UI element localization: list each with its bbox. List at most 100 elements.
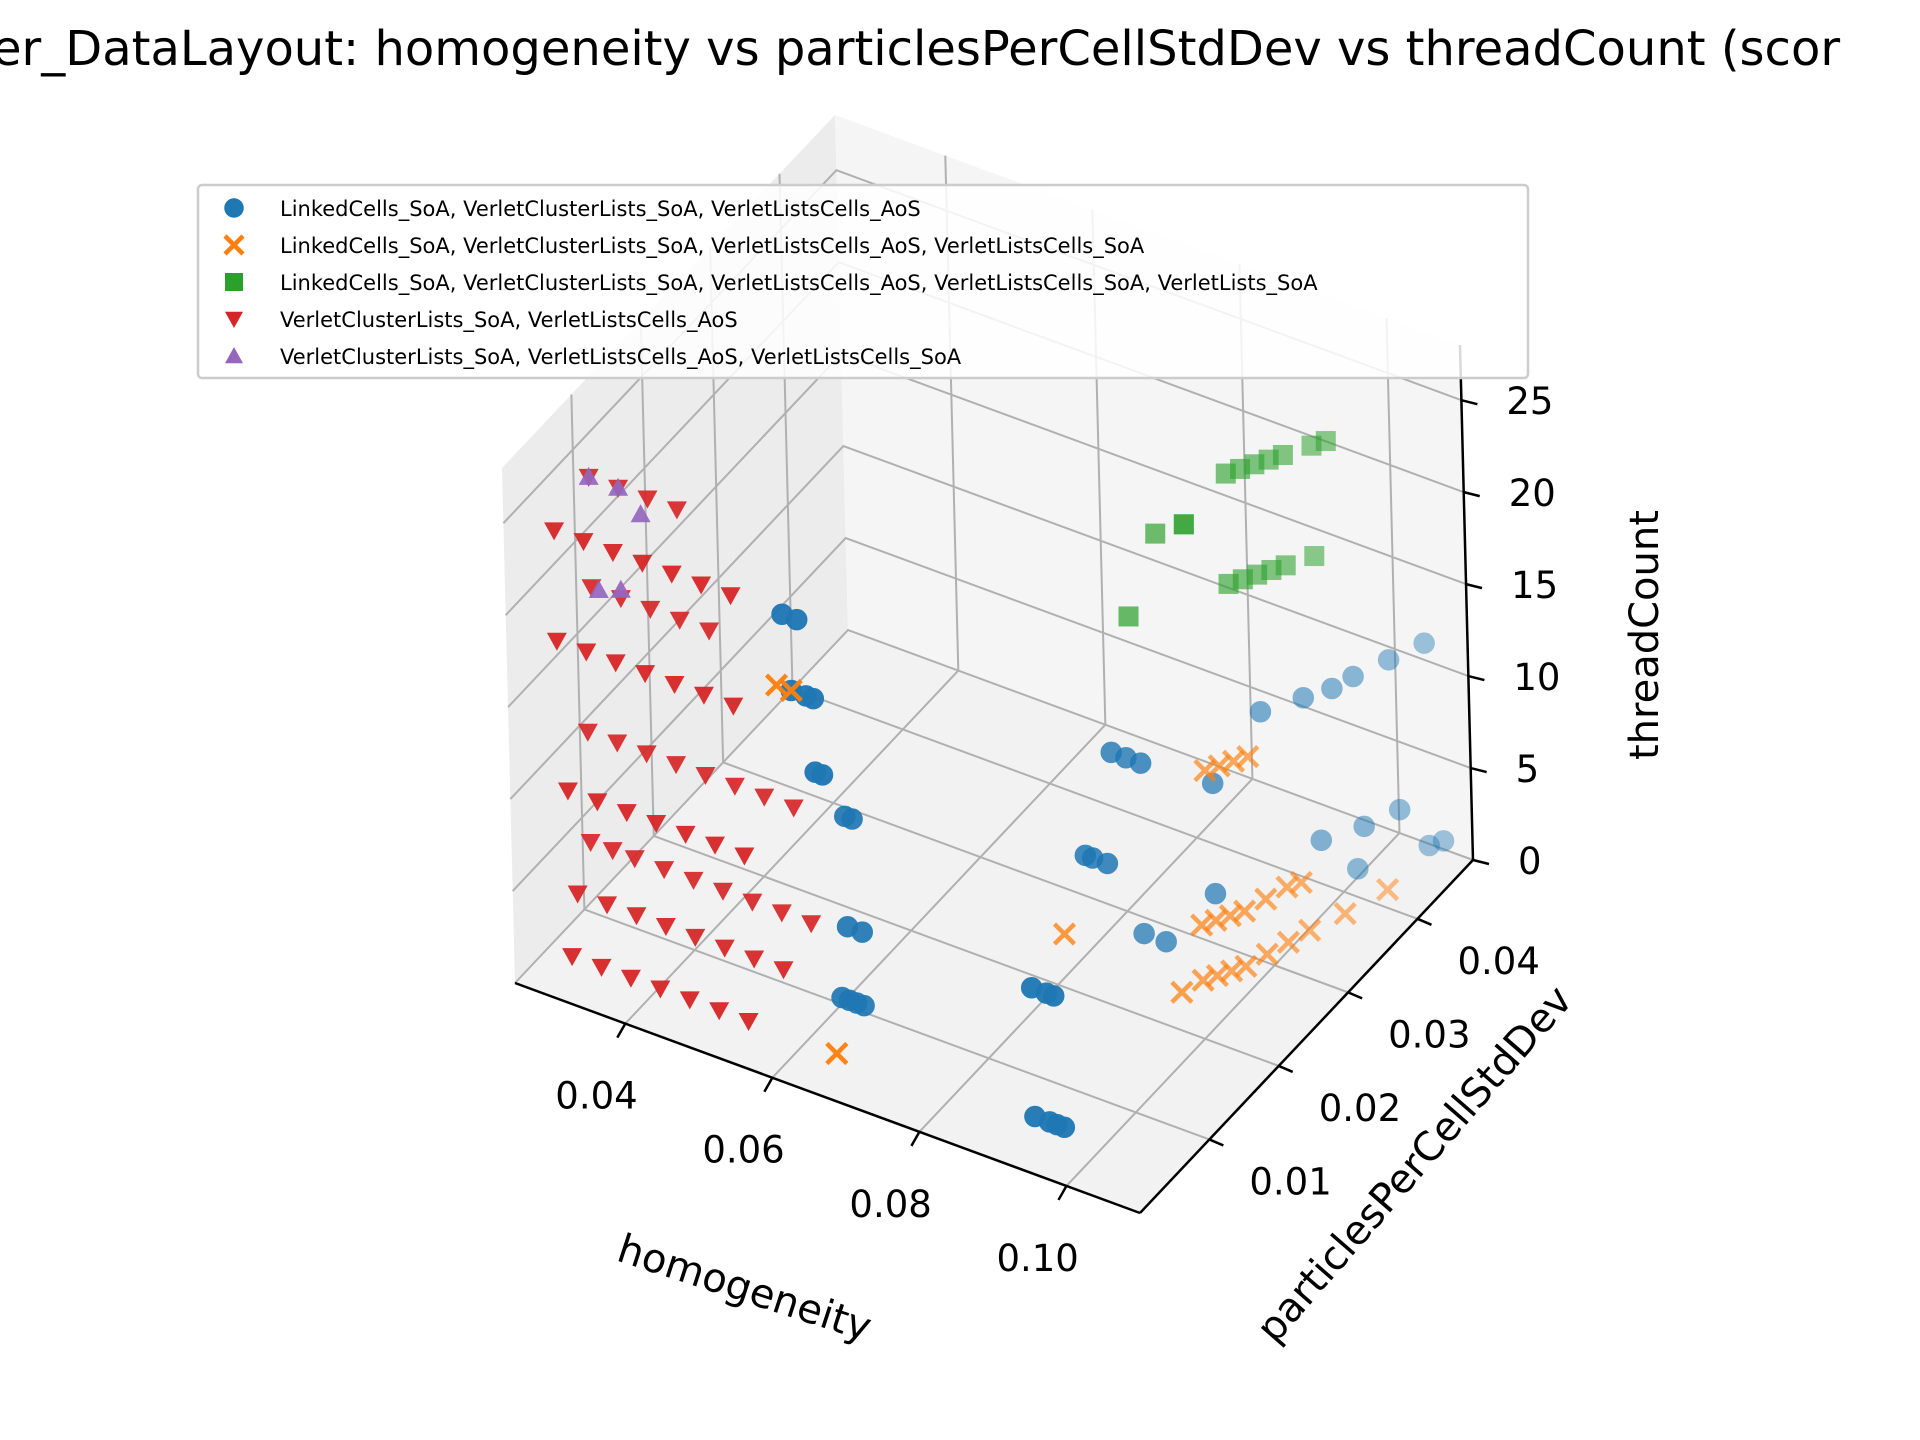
data-point xyxy=(1275,875,1299,899)
data-point xyxy=(1413,632,1435,654)
legend-entry-label: VerletClusterLists_SoA, VerletListsCells… xyxy=(280,345,962,370)
data-point xyxy=(720,587,741,606)
data-point xyxy=(578,466,599,485)
data-point xyxy=(734,847,755,866)
data-point xyxy=(669,611,690,630)
data-point xyxy=(785,608,808,631)
data-point xyxy=(650,980,671,999)
data-point xyxy=(1315,431,1336,452)
data-point xyxy=(1220,959,1244,983)
data-point xyxy=(1298,918,1322,942)
data-point xyxy=(1133,922,1155,945)
data-point xyxy=(754,788,775,807)
legend-marker xyxy=(223,234,245,256)
data-point xyxy=(685,928,706,947)
data-point xyxy=(709,1002,730,1021)
data-point xyxy=(1310,829,1333,852)
legend-entry-label: LinkedCells_SoA, VerletClusterLists_SoA,… xyxy=(280,234,1145,259)
data-point xyxy=(1418,834,1440,857)
z-tick-label: 10 xyxy=(1513,656,1560,699)
data-point xyxy=(724,777,745,796)
data-point xyxy=(597,896,618,915)
data-point xyxy=(1042,985,1065,1007)
legend-entry-label: LinkedCells_SoA, VerletClusterLists_SoA,… xyxy=(280,271,1318,296)
y-tick xyxy=(1208,1138,1224,1147)
series-group xyxy=(771,603,1455,1139)
data-point xyxy=(723,697,744,716)
series-group xyxy=(578,466,651,598)
data-point xyxy=(1376,878,1400,902)
data-point xyxy=(1377,649,1400,671)
data-point xyxy=(544,522,565,541)
data-point xyxy=(1347,857,1369,880)
data-point xyxy=(841,808,863,830)
z-axis-line xyxy=(1458,344,1475,861)
data-point xyxy=(1321,677,1343,700)
data-point xyxy=(1272,444,1293,465)
z-tick-label: 25 xyxy=(1506,380,1553,423)
z-tick-label: 20 xyxy=(1509,472,1556,515)
data-point xyxy=(655,918,676,937)
data-point xyxy=(679,991,700,1010)
data-point xyxy=(1193,758,1217,783)
legend-frame xyxy=(196,183,1530,380)
y-tick xyxy=(1417,917,1432,926)
data-point xyxy=(666,501,687,520)
data-point xyxy=(626,907,647,926)
z-tick-label: 0 xyxy=(1518,840,1542,883)
data-point xyxy=(640,600,661,619)
x-axis-line xyxy=(514,981,1141,1215)
data-point xyxy=(567,885,588,904)
data-point xyxy=(738,1013,759,1032)
data-point xyxy=(646,815,667,834)
data-point xyxy=(661,565,682,584)
data-point xyxy=(1118,606,1139,627)
z-tick xyxy=(1470,766,1487,774)
data-point xyxy=(712,882,733,901)
x-tick-label: 0.06 xyxy=(702,1129,784,1172)
data-point xyxy=(576,643,597,662)
data-point xyxy=(1304,546,1325,567)
data-point xyxy=(744,950,765,969)
data-point xyxy=(825,1041,849,1066)
data-point xyxy=(699,622,720,641)
y-tick xyxy=(1347,991,1363,1000)
data-point xyxy=(1129,752,1152,774)
data-point xyxy=(607,734,628,753)
data-point xyxy=(1145,523,1166,544)
data-point xyxy=(802,687,825,710)
z-grid-line xyxy=(514,628,1474,984)
data-point xyxy=(624,850,645,869)
data-point xyxy=(1254,887,1278,911)
legend-marker xyxy=(224,198,244,218)
legend-marker xyxy=(225,273,243,291)
data-point xyxy=(666,756,687,775)
data-point xyxy=(664,675,685,694)
y-tick-label: 0.01 xyxy=(1249,1160,1331,1203)
data-point xyxy=(602,842,623,861)
data-point xyxy=(1204,908,1228,932)
data-point xyxy=(562,948,583,967)
x-tick xyxy=(763,1077,774,1093)
data-point xyxy=(1096,852,1119,875)
data-point xyxy=(1155,930,1177,953)
data-point xyxy=(1255,942,1279,966)
legend-entry-label: LinkedCells_SoA, VerletClusterLists_SoA,… xyxy=(280,197,921,222)
data-point xyxy=(1342,665,1364,688)
data-point xyxy=(783,799,804,818)
x-tick xyxy=(1057,1185,1068,1201)
x-axis-label: homogeneity xyxy=(612,1226,877,1351)
data-point xyxy=(742,893,763,912)
legend-marker xyxy=(225,347,243,364)
data-point xyxy=(771,904,792,923)
z-grid-line xyxy=(511,536,1472,892)
data-point xyxy=(1205,963,1229,988)
z-tick xyxy=(1465,582,1483,590)
data-point xyxy=(577,723,598,742)
data-point xyxy=(546,632,567,651)
series-group xyxy=(764,673,1400,1066)
x-tick-label: 0.04 xyxy=(555,1075,637,1118)
floor-pane xyxy=(515,630,1473,1213)
data-point xyxy=(608,477,629,496)
